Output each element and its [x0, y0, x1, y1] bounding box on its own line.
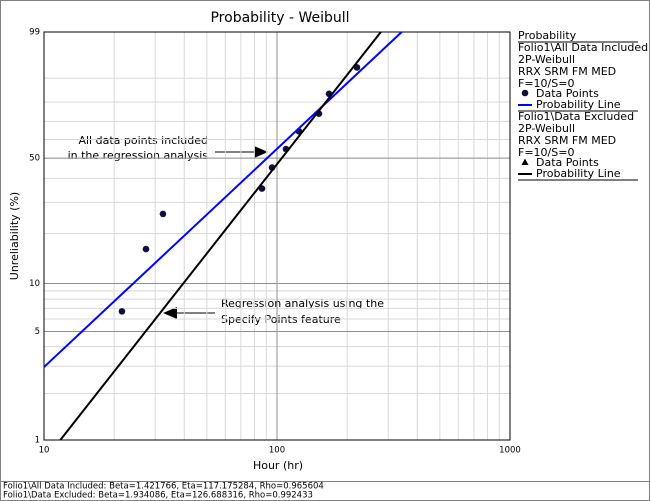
- legend-label: Data Points: [536, 156, 599, 169]
- legend-group-label: Folio1\Data Excluded: [518, 110, 634, 123]
- legend-info: 2P-Weibull: [518, 53, 575, 66]
- y-tick-label: 1: [35, 436, 40, 446]
- legend-label: Probability Line: [536, 167, 621, 180]
- y-tick-label: 99: [29, 28, 40, 38]
- annotation: in the regression analysis: [68, 149, 209, 162]
- legend-label: Probability Line: [536, 98, 621, 111]
- x-tick-label: 10: [39, 446, 50, 456]
- annotation: Regression analysis using the: [221, 297, 384, 310]
- footer-line: Folio1\Data Excluded: Beta=1.934086, Eta…: [3, 491, 313, 501]
- data-point: [521, 158, 529, 165]
- legend-label: Data Points: [536, 87, 599, 100]
- legend-title: Probability: [518, 29, 577, 42]
- legend-info: RRX SRM FM MED: [518, 134, 616, 147]
- legend-info: RRX SRM FM MED: [518, 65, 616, 78]
- annotation-arrowhead: [254, 146, 268, 158]
- annotation: All data points included: [78, 134, 208, 147]
- y-axis-label: Unreliability (%): [8, 192, 21, 280]
- annotation-arrowhead: [163, 307, 177, 319]
- legend-group-label: Folio1\All Data Included: [518, 41, 648, 54]
- data-point: [521, 89, 529, 97]
- data-point: [142, 245, 150, 253]
- y-tick-label: 10: [29, 279, 40, 289]
- y-tick-label: 50: [29, 154, 40, 164]
- legend-info: F=10/S=0: [518, 77, 574, 90]
- data-point: [159, 210, 167, 218]
- x-axis-label: Hour (hr): [253, 459, 303, 472]
- x-tick-label: 100: [269, 446, 285, 456]
- data-point: [118, 308, 126, 315]
- probability-line: [43, 31, 403, 368]
- y-tick-label: 5: [35, 327, 40, 337]
- plot-frame: [43, 31, 511, 441]
- legend-info: F=10/S=0: [518, 146, 574, 159]
- x-tick-label: 1000: [499, 446, 521, 456]
- annotation: Specify Points feature: [221, 313, 341, 326]
- legend-info: 2P-Weibull: [518, 122, 575, 135]
- probability-line: [59, 31, 382, 441]
- footer-line: Folio1\All Data Included: Beta=1.421766,…: [3, 482, 324, 492]
- chart-title: Probability - Weibull: [210, 10, 349, 26]
